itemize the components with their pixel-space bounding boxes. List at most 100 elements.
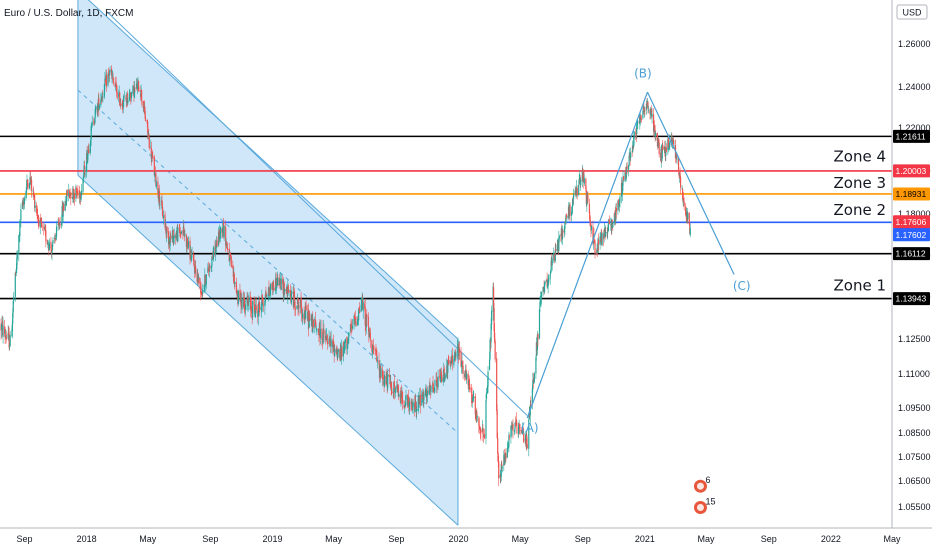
candle-body [437,376,439,387]
candle-body [586,199,588,206]
candle-body [425,389,427,397]
candle-body [658,142,660,155]
candle-body [155,182,157,188]
candle-body [456,347,459,354]
candle-body [283,283,285,294]
candle-body [372,344,374,352]
candle-body [373,346,375,350]
candle-body [353,315,356,320]
candle-body [284,289,286,293]
candle-body [369,332,371,341]
candle-body [479,427,481,432]
candle-body [90,139,92,146]
candle-body [294,308,297,311]
candle-body [25,186,28,193]
candle-body [325,335,327,340]
candle-body [168,231,170,245]
candle-body [532,379,534,389]
candle-body [358,308,360,321]
candle-body [662,144,664,150]
candle-body [487,371,489,387]
currency-badge[interactable] [896,4,928,20]
level-price-tag-text-4: 1.16112 [896,249,926,259]
candle-body [226,241,228,244]
candle-body [453,354,456,361]
candle-body [493,287,495,307]
candle-body [157,181,159,194]
candle-body [280,278,282,290]
currency-label: USD [902,8,922,18]
candle-body [354,317,357,321]
candle-body [40,219,42,223]
candle-body [68,190,70,193]
candle-body [308,316,310,328]
zone-label-2: Zone 2 [834,201,887,219]
candle-body [656,133,658,141]
level-lines [0,135,892,300]
candle-body [137,80,140,92]
candle-body [482,429,484,435]
candle-body [259,307,261,310]
candle-body [451,354,453,364]
candle-body [190,250,192,260]
candle-body [672,139,675,145]
candle-body [7,332,9,339]
candle-body [407,396,409,407]
candle-body [526,435,528,445]
candle-body [257,311,259,317]
candle-body [346,344,349,350]
candle-body [183,227,185,232]
candle-body [630,152,632,158]
time-tick-label: May [325,534,343,544]
candle-body [398,393,400,397]
candle-body [51,250,53,254]
level-price-tag-text-0: 1.21611 [896,131,926,141]
candle-body [126,93,128,102]
candle-body [9,345,11,348]
candle-body [71,196,73,198]
candle-body [493,308,495,332]
candle-body [77,191,79,193]
candle-body [4,334,6,337]
candle-body [219,227,222,239]
candle-body [282,279,284,284]
candle-body [571,198,574,207]
candle-body [624,172,626,182]
candle-body [415,406,417,410]
candle-body [32,190,34,192]
candle-body [485,392,488,399]
candle-body [150,147,152,159]
candle-body [387,374,389,376]
candle-body [633,131,635,139]
channel-upper-line [87,0,459,340]
candle-body [336,350,338,352]
candle-body [262,304,264,306]
candle-body [59,222,61,225]
candle-body [429,384,431,387]
candle-body [301,313,304,319]
candle-body [677,158,680,172]
candle-body [650,108,653,118]
candle-body [640,116,642,119]
candle-body [639,117,641,120]
candle-body [664,146,666,150]
candle-body [235,282,237,293]
candle-body [633,136,635,147]
candle-body [500,463,502,477]
time-tick-label: May [512,534,530,544]
candle-body [426,394,428,399]
candle-body [93,121,95,123]
candle-body [79,193,82,199]
candle-body [403,405,405,408]
candle-body [513,429,516,432]
candle-body [128,92,130,101]
time-axis[interactable]: Sep 2018 May Sep 2019 May Sep 2020 May Sep 2021 May… [16,534,901,544]
candle-body [139,91,141,93]
candle-body [55,235,57,240]
candle-body [210,265,213,268]
candle-body [483,434,486,439]
candle-body [154,171,156,177]
level-price-tag-text-2: 1.18931 [896,189,927,199]
